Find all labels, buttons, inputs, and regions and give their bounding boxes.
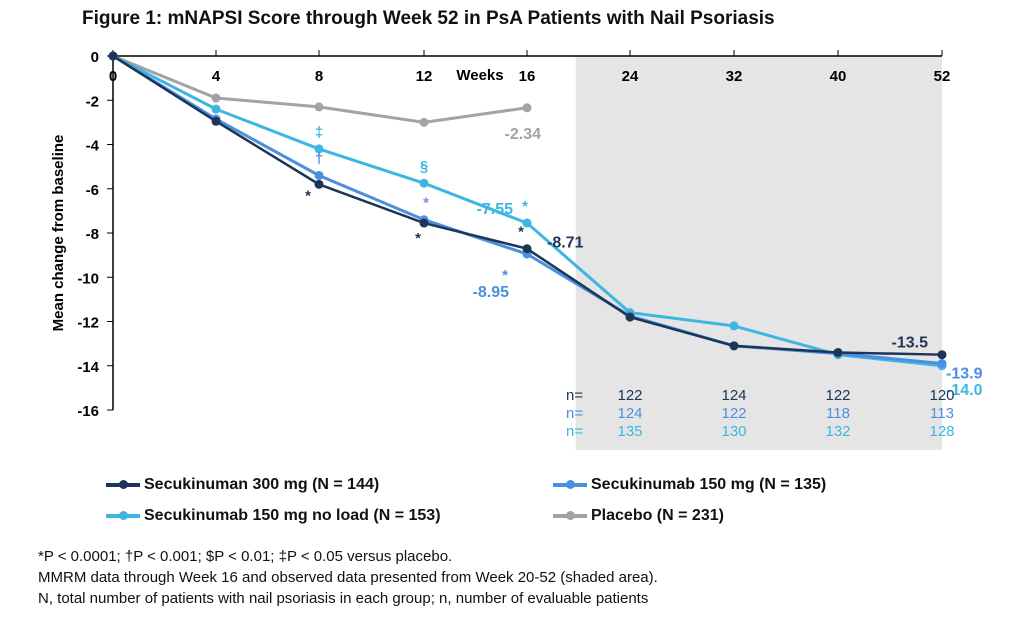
y-tick-label: -10: [77, 270, 99, 287]
legend-item-150mg: Secukinumab 150 mg (N = 135): [553, 476, 826, 494]
data-point: [522, 103, 532, 113]
n-value: 132: [825, 423, 850, 440]
data-point: [314, 170, 324, 180]
significance-mark: *: [522, 198, 528, 215]
legend-swatch: [106, 480, 140, 489]
n-label: n=: [566, 423, 583, 440]
significance-mark: §: [420, 158, 428, 175]
legend-swatch: [553, 511, 587, 520]
y-tick-label: -8: [86, 226, 99, 243]
data-label: -14.0: [946, 382, 983, 399]
legend-label: Secukinumab 150 mg (N = 135): [591, 476, 827, 493]
n-value: 120: [929, 387, 954, 404]
legend-item-150mg-no-load: Secukinumab 150 mg no load (N = 153): [106, 507, 441, 525]
n-value: 130: [721, 423, 746, 440]
n-value: 124: [617, 405, 642, 422]
n-value: 122: [825, 387, 850, 404]
data-label: -8.71: [547, 235, 584, 252]
legend-swatch: [553, 480, 587, 489]
y-tick-label: -14: [77, 359, 99, 376]
x-axis-label: Weeks: [456, 67, 503, 84]
data-point: [108, 51, 118, 61]
n-value: 128: [929, 423, 954, 440]
data-point: [522, 218, 532, 228]
n-label: n=: [566, 387, 583, 404]
data-point: [211, 93, 221, 103]
legend-label: Secukinuman 300 mg (N = 144): [144, 476, 380, 493]
significance-mark: ‡: [315, 124, 323, 141]
footnote: *P < 0.0001; †P < 0.001; $P < 0.01; ‡P <…: [38, 548, 453, 565]
footnotes: *P < 0.0001; †P < 0.001; $P < 0.01; ‡P <…: [38, 546, 658, 609]
data-point: [937, 350, 947, 360]
x-tick-label: 40: [830, 68, 847, 85]
data-point: [625, 312, 635, 322]
n-label: n=: [566, 405, 583, 422]
y-tick-label: -12: [77, 315, 99, 332]
n-value: 122: [617, 387, 642, 404]
data-label: -13.5: [892, 335, 929, 352]
y-tick-label: -4: [86, 138, 100, 155]
n-value: 135: [617, 423, 642, 440]
data-point: [833, 347, 843, 357]
data-point: [314, 102, 324, 112]
x-tick-label: 52: [934, 68, 951, 85]
significance-mark: *: [502, 267, 508, 284]
legend-label: Secukinumab 150 mg no load (N = 153): [144, 507, 441, 524]
data-point: [314, 144, 324, 154]
shaded-region: [575, 56, 942, 450]
n-value: 124: [721, 387, 746, 404]
footnote: N, total number of patients with nail ps…: [38, 590, 649, 607]
y-axis-label: Mean change from baseline: [50, 135, 67, 332]
chart-title: Figure 1: mNAPSI Score through Week 52 i…: [82, 8, 775, 29]
y-tick-label: 0: [91, 49, 99, 66]
data-point: [211, 116, 221, 126]
data-point: [937, 359, 947, 369]
significance-mark: *: [423, 195, 429, 212]
data-label: -13.9: [946, 366, 983, 383]
data-point: [314, 179, 324, 189]
data-point: [211, 104, 221, 114]
y-tick-label: -16: [77, 403, 99, 420]
significance-mark: *: [518, 224, 524, 241]
legend-swatch: [106, 511, 140, 520]
legend-label: Placebo (N = 231): [591, 507, 724, 524]
n-value: 113: [930, 405, 954, 422]
data-point: [729, 341, 739, 351]
data-point: [522, 244, 532, 254]
x-tick-label: 4: [212, 68, 221, 85]
y-tick-label: -2: [86, 93, 99, 110]
data-point: [419, 117, 429, 127]
footnote: MMRM data through Week 16 and observed d…: [38, 569, 658, 586]
data-label: -7.55: [477, 201, 514, 218]
significance-mark: *: [305, 187, 311, 204]
x-tick-label: 8: [315, 68, 323, 85]
data-point: [419, 218, 429, 228]
x-tick-label: 32: [726, 68, 743, 85]
significance-mark: *: [415, 230, 421, 247]
x-tick-label: 24: [622, 68, 639, 85]
data-point: [419, 178, 429, 188]
legend-item-300mg: Secukinuman 300 mg (N = 144): [106, 476, 379, 494]
significance-mark: †: [315, 150, 323, 167]
data-point: [729, 321, 739, 331]
data-label: -8.95: [473, 284, 510, 301]
y-tick-label: -6: [86, 182, 99, 199]
x-tick-label: 12: [416, 68, 433, 85]
x-tick-label: 0: [109, 68, 117, 85]
line-chart: 0 -2 -4 -6 -8 -10 -12 -14 -16 0 4 8 12 16 24 32 40 52 Week…: [50, 49, 983, 450]
data-label: -2.34: [505, 126, 542, 143]
x-tick-label: 16: [519, 68, 536, 85]
n-value: 122: [721, 405, 746, 422]
legend-item-placebo: Placebo (N = 231): [553, 507, 724, 525]
n-value: 118: [826, 405, 850, 422]
